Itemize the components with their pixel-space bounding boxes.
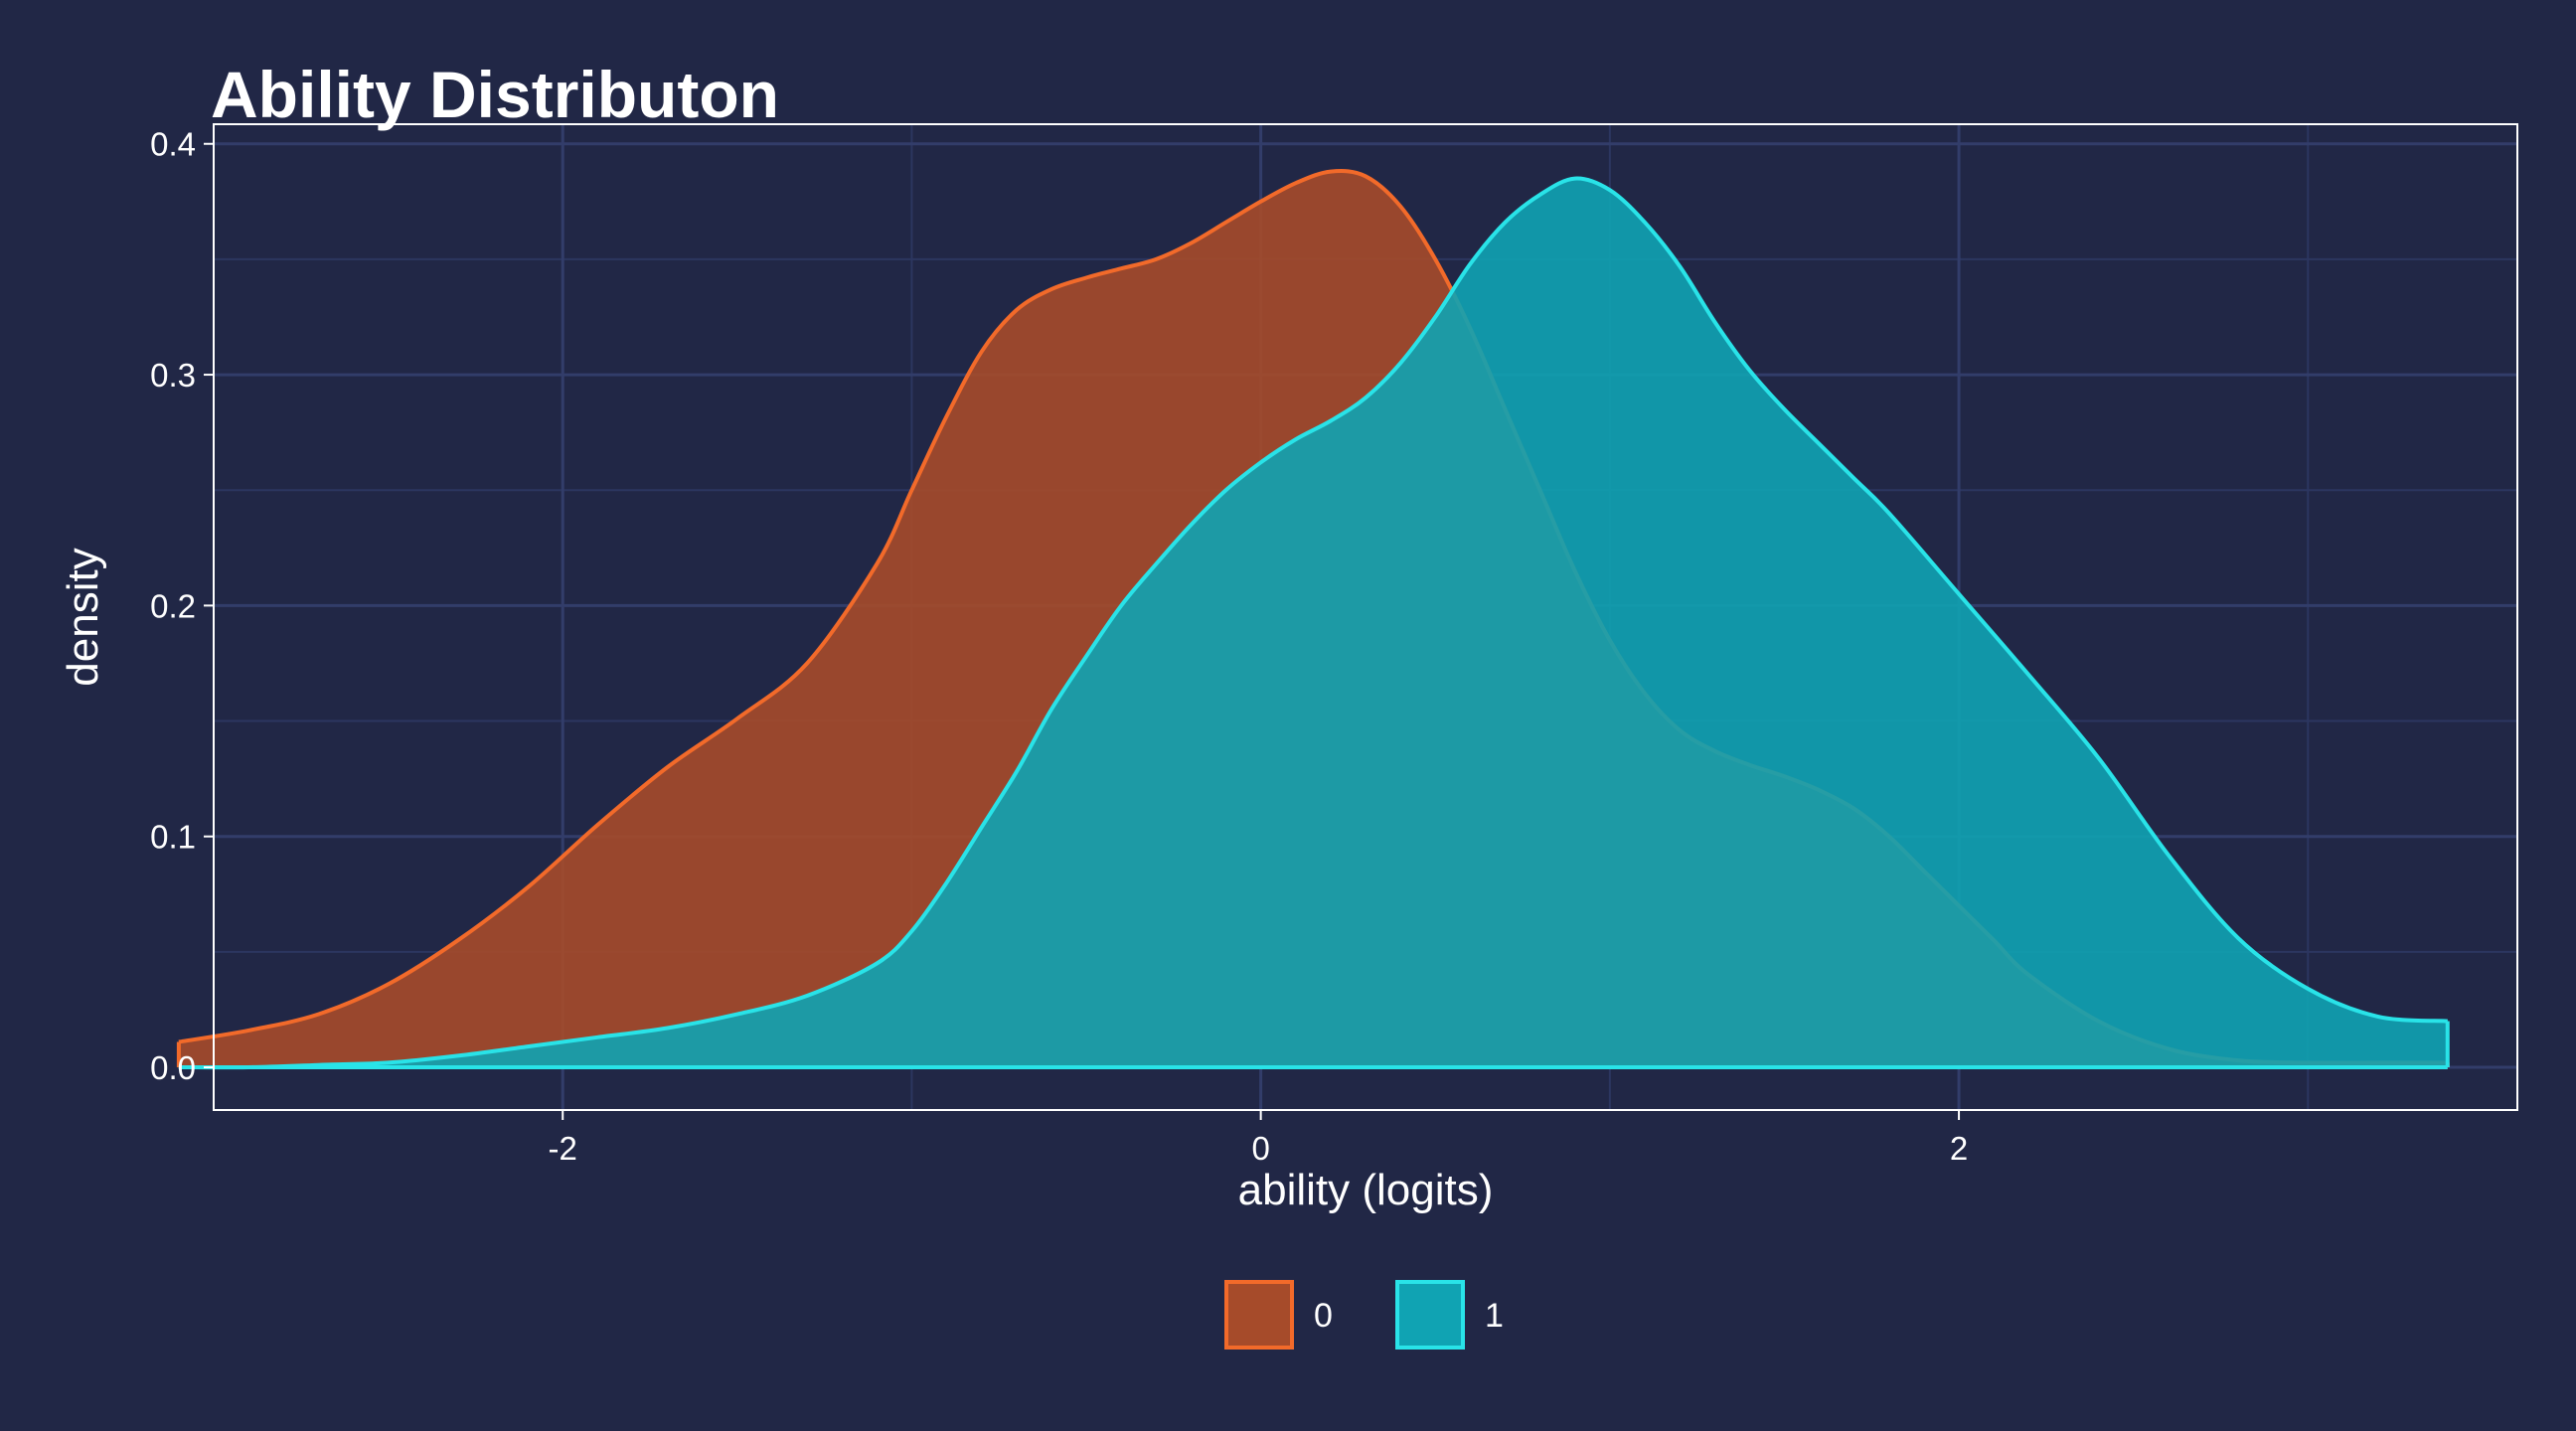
x-axis-label: ability (logits)	[1238, 1166, 1494, 1214]
legend-label-0: 0	[1314, 1297, 1333, 1335]
x-tick-label: -2	[549, 1130, 577, 1167]
x-tick-label: 0	[1251, 1130, 1269, 1167]
density-outline-1	[178, 176, 2448, 1070]
chart-title: Ability Distributon	[211, 58, 779, 131]
legend-label-1: 1	[1485, 1297, 1504, 1335]
y-axis-label: density	[59, 548, 107, 686]
axes: -2 0 2 0.0 0.1 0.2 0.3 0.4	[150, 126, 1968, 1167]
y-tick-label: 0.2	[150, 587, 196, 624]
density-area-1	[178, 178, 2448, 1068]
legend-key-1	[1395, 1280, 1465, 1350]
density-areas	[176, 169, 2450, 1070]
y-tick-label: 0.3	[150, 357, 196, 394]
y-tick-label: 0.0	[150, 1049, 196, 1086]
y-tick-label: 0.1	[150, 819, 196, 856]
y-tick-label: 0.4	[150, 126, 196, 163]
plot-panel-border	[213, 123, 2518, 1111]
legend-key-0	[1224, 1280, 1294, 1350]
x-tick-label: 2	[1950, 1130, 1968, 1167]
